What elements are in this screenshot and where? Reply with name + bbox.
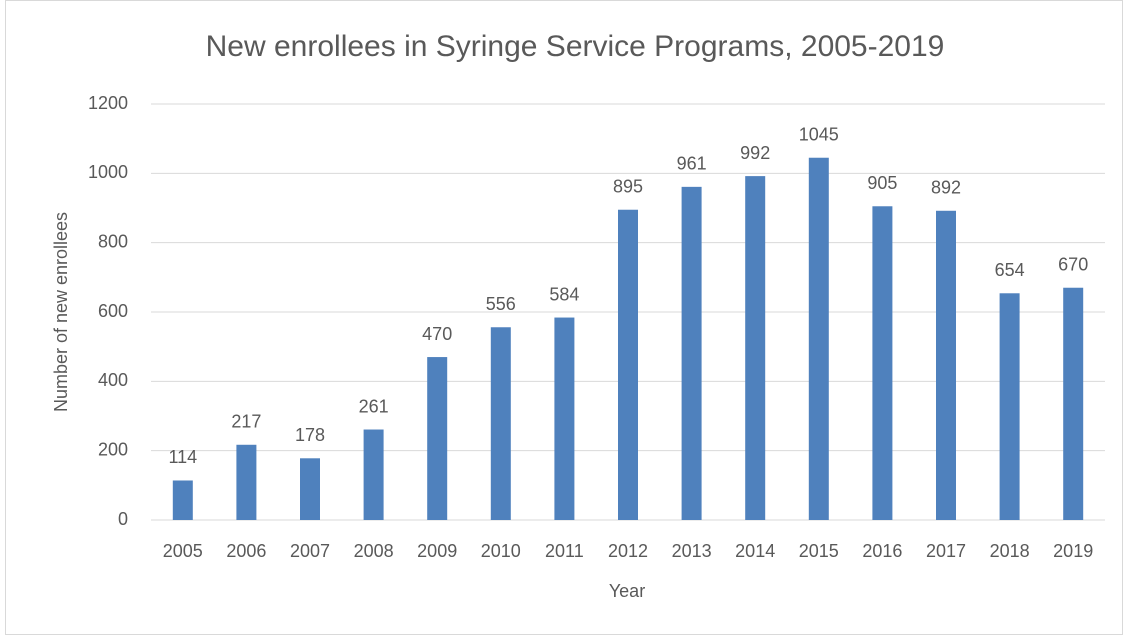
data-label: 905 — [867, 173, 897, 193]
x-tick-label: 2018 — [990, 541, 1030, 561]
data-label: 178 — [295, 425, 325, 445]
y-tick-label: 1200 — [88, 93, 128, 113]
data-label: 470 — [422, 324, 452, 344]
x-tick-label: 2016 — [862, 541, 902, 561]
y-axis-label: Number of new enrollees — [51, 212, 71, 412]
y-tick-label: 200 — [98, 439, 128, 459]
bar — [808, 157, 829, 520]
data-label: 1045 — [799, 124, 839, 144]
x-tick-label: 2010 — [481, 541, 521, 561]
data-label: 892 — [931, 178, 961, 198]
bar — [427, 357, 448, 520]
bar — [1063, 287, 1084, 520]
x-tick-label: 2015 — [799, 541, 839, 561]
data-label: 961 — [677, 154, 707, 174]
data-label: 992 — [740, 143, 770, 163]
data-label: 670 — [1058, 254, 1088, 274]
bar — [681, 186, 702, 520]
bar — [490, 327, 511, 520]
x-tick-label: 2008 — [354, 541, 394, 561]
chart-title: New enrollees in Syringe Service Program… — [206, 30, 945, 63]
y-tick-label: 0 — [118, 509, 128, 529]
bar — [999, 293, 1020, 520]
bar — [300, 458, 320, 520]
x-axis-label: Year — [609, 581, 645, 601]
x-tick-label: 2019 — [1053, 541, 1093, 561]
bar — [618, 209, 638, 520]
bar — [236, 444, 257, 520]
x-tick-label: 2007 — [290, 541, 330, 561]
data-label: 217 — [231, 412, 261, 432]
data-label: 556 — [486, 294, 516, 314]
x-tick-label: 2011 — [545, 541, 584, 561]
data-label: 584 — [549, 284, 579, 304]
y-tick-label: 1000 — [88, 162, 128, 182]
bar — [936, 210, 956, 521]
x-tick-label: 2009 — [417, 541, 457, 561]
y-tick-label: 400 — [98, 370, 128, 390]
data-label: 895 — [613, 176, 643, 196]
x-tick-label: 2013 — [672, 541, 712, 561]
x-tick-label: 2017 — [926, 541, 966, 561]
data-label: 261 — [359, 396, 389, 416]
bar — [872, 206, 893, 520]
x-tick-label: 2012 — [608, 541, 648, 561]
data-label: 654 — [995, 260, 1025, 280]
bar — [554, 317, 575, 520]
bar — [745, 176, 766, 520]
y-tick-label: 600 — [98, 301, 128, 321]
bar — [172, 480, 193, 520]
x-tick-label: 2005 — [163, 541, 203, 561]
y-tick-label: 800 — [98, 231, 128, 251]
x-tick-label: 2014 — [735, 541, 775, 561]
bar — [363, 429, 384, 520]
x-tick-label: 2006 — [226, 541, 266, 561]
data-label: 114 — [168, 447, 197, 467]
